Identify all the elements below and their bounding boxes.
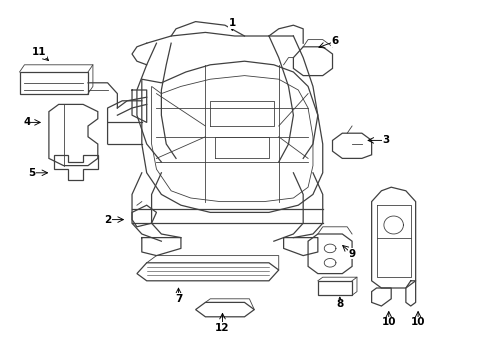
Text: 4: 4	[23, 117, 31, 127]
Text: 10: 10	[410, 317, 425, 327]
Text: 12: 12	[215, 323, 229, 333]
Text: 9: 9	[348, 249, 355, 259]
Text: 8: 8	[336, 299, 343, 309]
Text: 1: 1	[228, 18, 235, 28]
Text: 7: 7	[174, 294, 182, 304]
Text: 6: 6	[331, 36, 338, 46]
Text: 5: 5	[28, 168, 35, 178]
Text: 3: 3	[382, 135, 389, 145]
Text: 10: 10	[381, 317, 395, 327]
Text: 11: 11	[32, 47, 46, 57]
Text: 2: 2	[104, 215, 111, 225]
